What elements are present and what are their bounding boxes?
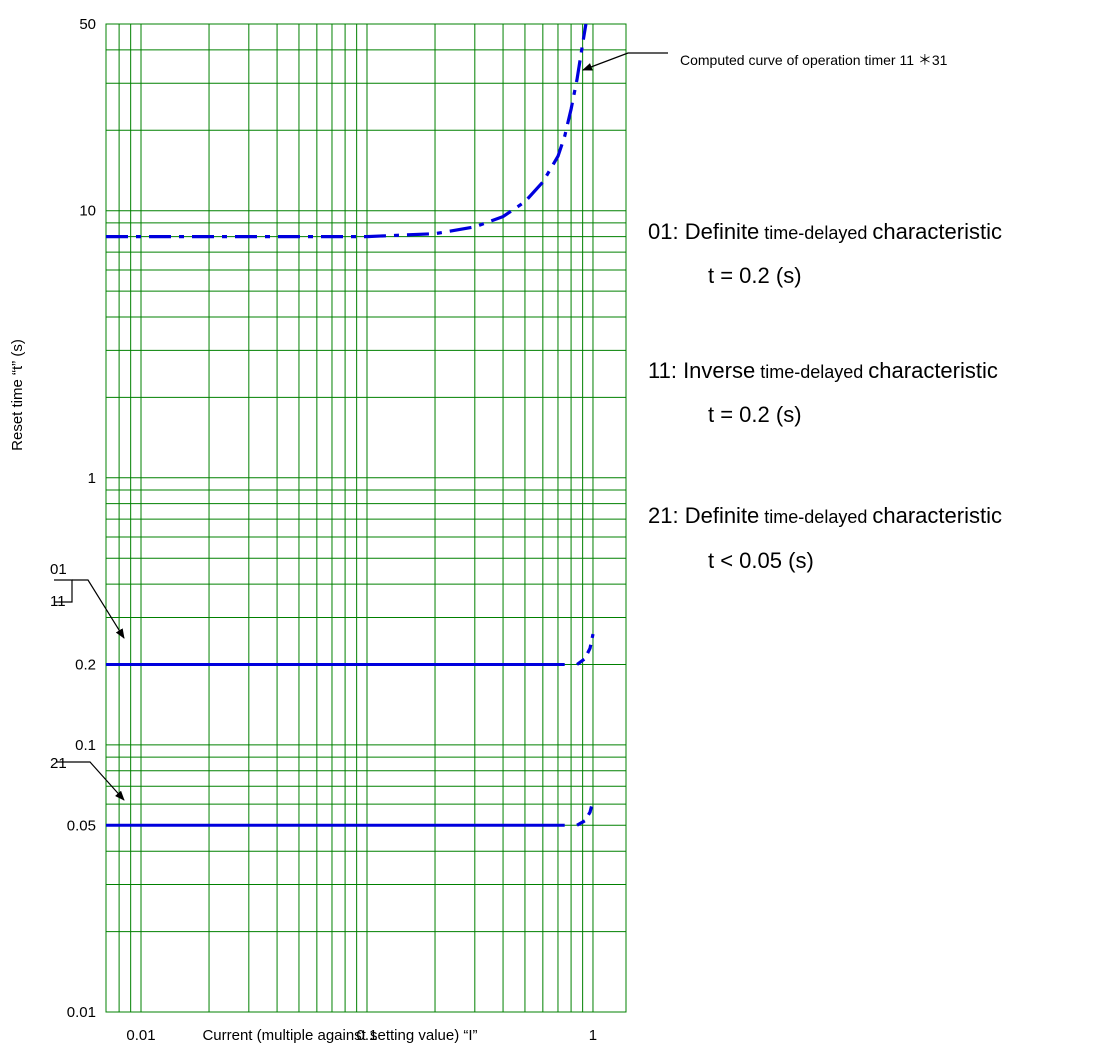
- x-tick-label: 0.01: [126, 1027, 155, 1044]
- note-11-word: Inverse: [683, 358, 755, 383]
- note-21-code: 21:: [648, 503, 685, 528]
- computed-curve-label: Computed curve of operation timer 11 ＊31: [680, 52, 948, 68]
- label-01: 01: [50, 561, 67, 578]
- note-11-small: time-delayed: [755, 362, 868, 382]
- note-11: 11: Inverse time-delayed characteristic …: [648, 358, 998, 427]
- computed-curve-leader: [582, 52, 668, 71]
- y-tick-label: 50: [79, 16, 96, 33]
- y-tick-label: 0.05: [67, 817, 96, 834]
- note-11-condition: t = 0.2 (s): [708, 402, 802, 427]
- x-tick-label: 0.1: [357, 1027, 378, 1044]
- note-01: 01: Definite time-delayed characteristic…: [648, 219, 1002, 288]
- series-line-1: [106, 23, 588, 239]
- note-21-condition: t < 0.05 (s): [708, 548, 814, 573]
- series-line-3: [576, 633, 595, 666]
- y-tick-label: 10: [79, 203, 96, 220]
- note-01-word: Definite: [685, 219, 760, 244]
- plot-frame: [105, 23, 627, 1013]
- y-tick-label: 0.1: [75, 737, 96, 754]
- note-01-code: 01:: [648, 219, 685, 244]
- series-layer: [106, 23, 595, 827]
- bracket-01-11: [54, 579, 73, 603]
- x-axis-title: Current (multiple against setting value)…: [202, 1027, 477, 1044]
- tick-labels: 0.01 0.1 1 50 10 1 0.2 0.1 0.05 0.01: [67, 16, 597, 1044]
- note-01-small: time-delayed: [759, 223, 872, 243]
- note-11-tail: characteristic: [868, 358, 998, 383]
- note-01-tail: characteristic: [872, 219, 1002, 244]
- label-21: 21: [50, 755, 67, 772]
- leader-01-11: [72, 579, 125, 639]
- series-line-5: [576, 800, 595, 827]
- note-21-small: time-delayed: [759, 507, 872, 527]
- y-tick-label: 0.2: [75, 656, 96, 673]
- y-tick-label: 0.01: [67, 1004, 96, 1021]
- y-tick-label: 1: [88, 470, 96, 487]
- note-11-code: 11:: [648, 358, 683, 383]
- note-21-word: Definite: [685, 503, 760, 528]
- leader-21: [56, 761, 125, 801]
- svg-text:01: Definite time-delayed char: 01: Definite time-delayed characteristic: [648, 219, 1002, 244]
- y-axis-title: Reset time “t” (s): [9, 339, 26, 451]
- note-21-tail: characteristic: [872, 503, 1002, 528]
- x-tick-label: 1: [589, 1027, 597, 1044]
- svg-text:11: Inverse time-delayed chara: 11: Inverse time-delayed characteristic: [648, 358, 998, 383]
- svg-text:21: Definite time-delayed char: 21: Definite time-delayed characteristic: [648, 503, 1002, 528]
- note-21: 21: Definite time-delayed characteristic…: [648, 503, 1002, 573]
- note-01-condition: t = 0.2 (s): [708, 263, 802, 288]
